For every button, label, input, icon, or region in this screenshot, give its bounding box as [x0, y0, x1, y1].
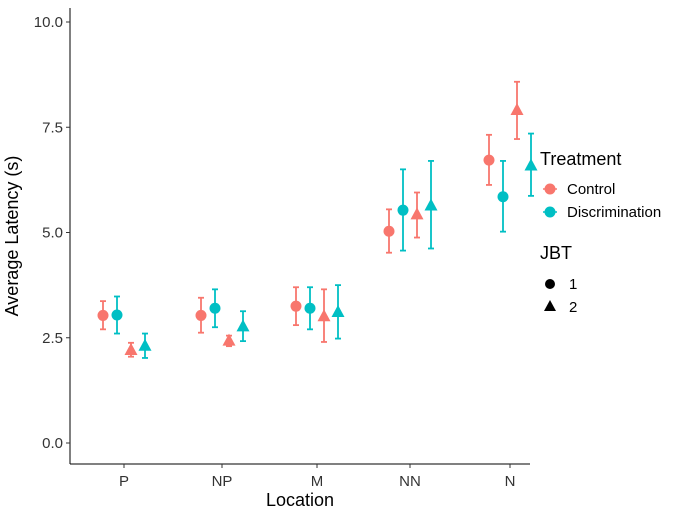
- legend-discrimination-label: Discrimination: [567, 204, 661, 221]
- legend-jbt-2-triangle-icon: [544, 300, 556, 311]
- legend-item-jbt-2: 2: [544, 299, 577, 316]
- x-ticks: P NP M NN N: [119, 464, 515, 490]
- data-marks: [97, 80, 538, 359]
- legend-item-jbt-1: 1: [545, 276, 577, 293]
- x-tick-label: NN: [399, 473, 421, 490]
- legend-control-label: Control: [567, 181, 615, 198]
- y-tick-label: 0.0: [42, 435, 63, 452]
- point-control-jbt1-np: [195, 309, 207, 321]
- y-tick-label: 7.5: [42, 119, 63, 136]
- point-control-jbt2-n: [510, 102, 524, 115]
- x-tick-label: M: [311, 473, 324, 490]
- legend-item-control: Control: [543, 181, 615, 198]
- point-control-jbt1-n: [483, 154, 495, 166]
- point-discrimination-jbt2-n: [524, 158, 538, 171]
- axes: [69, 8, 530, 465]
- point-discrimination-jbt1-n: [497, 191, 509, 203]
- legend-jbt-2-label: 2: [569, 299, 577, 316]
- point-discrimination-jbt1-nn: [397, 204, 409, 216]
- y-tick-label: 2.5: [42, 330, 63, 347]
- point-control-jbt2-np: [222, 333, 236, 346]
- point-discrimination-jbt1-np: [209, 302, 221, 314]
- point-discrimination-jbt2-m: [331, 305, 345, 318]
- point-control-jbt2-nn: [410, 207, 424, 220]
- legend-treatment-title: Treatment: [540, 149, 621, 169]
- legend-jbt-1-label: 1: [569, 276, 577, 293]
- x-axis-title: Location: [266, 490, 334, 510]
- y-ticks: 0.0 2.5 5.0 7.5 10.0: [34, 14, 70, 452]
- point-discrimination-jbt2-np: [236, 319, 250, 332]
- point-control-jbt1-nn: [383, 225, 395, 237]
- point-discrimination-jbt1-p: [111, 309, 123, 321]
- point-control-jbt2-m: [317, 309, 331, 322]
- legend-discrimination-swatch-dot: [544, 206, 556, 218]
- y-axis-title: Average Latency (s): [2, 156, 22, 317]
- point-control-jbt1-m: [290, 300, 302, 312]
- legend: Treatment Control Discrimination JBT 1 2: [540, 149, 661, 316]
- point-discrimination-jbt2-p: [138, 338, 152, 351]
- point-discrimination-jbt2-nn: [424, 198, 438, 211]
- point-discrimination-jbt1-m: [304, 302, 316, 314]
- x-tick-label: NP: [212, 473, 233, 490]
- point-control-jbt2-p: [124, 342, 138, 355]
- x-tick-label: P: [119, 473, 129, 490]
- point-control-jbt1-p: [97, 309, 109, 321]
- legend-jbt-title: JBT: [540, 243, 572, 263]
- legend-control-swatch-dot: [544, 183, 556, 195]
- legend-item-discrimination: Discrimination: [543, 204, 661, 221]
- x-tick-label: N: [505, 473, 516, 490]
- y-tick-label: 5.0: [42, 225, 63, 242]
- y-tick-label: 10.0: [34, 14, 63, 31]
- legend-jbt-1-circle-icon: [545, 279, 555, 289]
